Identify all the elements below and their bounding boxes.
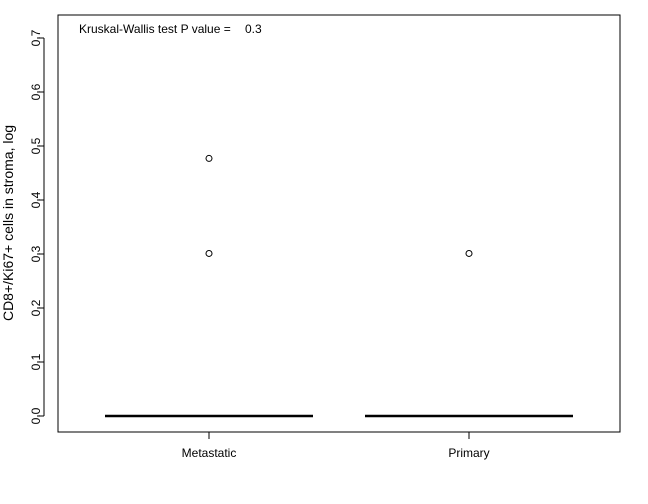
- x-tick-label-metastatic: Metastatic: [182, 446, 237, 460]
- x-tick-label-primary: Primary: [448, 446, 489, 460]
- y-tick-label: 0.4: [29, 191, 43, 208]
- y-tick-label: 0.5: [29, 137, 43, 154]
- y-tick-label: 0.2: [29, 299, 43, 316]
- outlier-point: [465, 249, 473, 257]
- boxes: [105, 154, 573, 418]
- test-annotation-value: 0.3: [245, 22, 262, 36]
- y-tick-label: 0.6: [29, 83, 43, 100]
- box-primary: [365, 249, 573, 418]
- y-tick-label: 0.3: [29, 245, 43, 262]
- y-axis-label: CD8+/Ki67+ cells in stroma, log: [0, 125, 16, 321]
- outlier-point: [205, 154, 213, 162]
- y-tick-label: 0.1: [29, 353, 43, 370]
- box-metastatic: [105, 154, 313, 418]
- outlier-point: [205, 249, 213, 257]
- y-axis: 0.0 0.1 0.2 0.3 0.4 0.5 0.6 0.7: [29, 29, 45, 424]
- y-tick-label: 0.7: [29, 29, 43, 46]
- x-axis: Metastatic Primary: [182, 432, 490, 460]
- test-annotation-label: Kruskal-Wallis test P value =: [79, 22, 231, 36]
- plot-frame: [57, 14, 621, 433]
- y-tick-label: 0.0: [29, 407, 43, 424]
